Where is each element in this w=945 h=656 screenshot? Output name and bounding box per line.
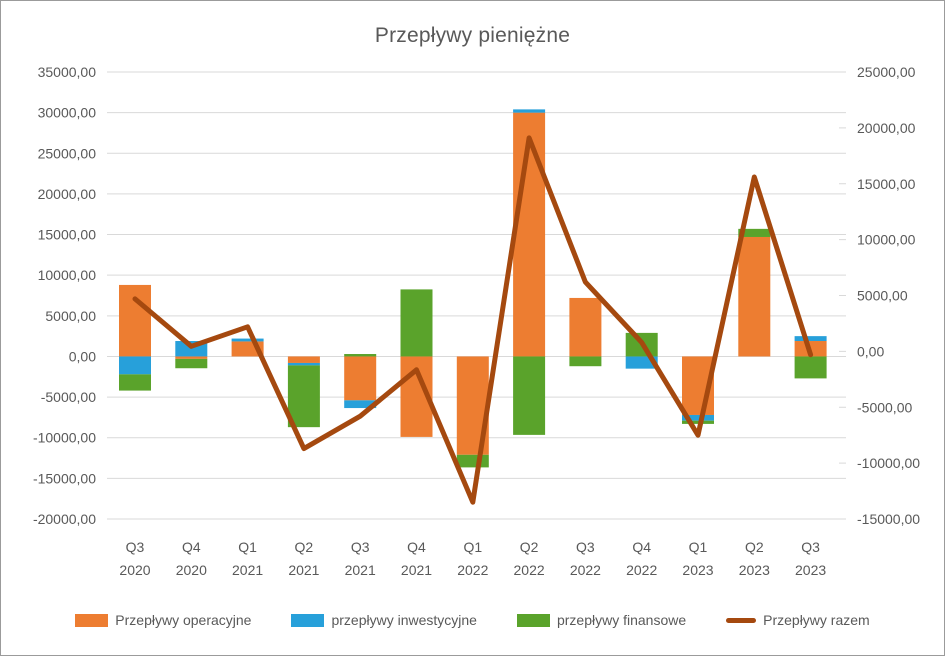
left-axis-tick-label: 15000,00 [38,227,97,243]
bar-segment [569,297,602,357]
category-label: 2023 [795,562,826,578]
right-axis-tick-label: 15000,00 [857,176,916,192]
category-label: 2021 [232,562,263,578]
category-label: Q2 [295,539,314,555]
category-label: Q2 [520,539,539,555]
bar-segment [287,365,320,428]
category-label: Q4 [407,539,426,555]
category-label: Q3 [801,539,820,555]
legend-label-operacyjne: Przepływy operacyjne [115,612,252,628]
category-label: 2022 [514,562,545,578]
bar-segment [513,109,546,113]
bar-segment [456,454,489,468]
left-axis-tick-label: 10000,00 [38,267,97,283]
bar-segment [287,362,320,366]
category-label: Q2 [745,539,764,555]
bar-segment [794,356,827,379]
operacyjne-swatch-icon [75,613,109,627]
bar-segment [513,356,546,435]
bar-segment [175,358,208,369]
bar-segment [119,356,151,375]
bar-segment [344,356,377,401]
left-axis-tick-label: -10000,00 [33,430,96,446]
left-axis-tick-label: 5000,00 [45,308,96,324]
category-label: 2020 [119,562,150,578]
category-label: Q3 [576,539,595,555]
legend-item-razem: Przepływy razem [726,612,870,628]
right-axis-tick-label: -10000,00 [857,455,920,471]
right-axis-tick-label: 5000,00 [857,288,908,304]
category-label: 2021 [401,562,432,578]
category-label: 2021 [288,562,319,578]
bar-segment [794,336,827,342]
category-label: 2021 [345,562,376,578]
category-label: 2022 [570,562,601,578]
legend-item-operacyjne: Przepływy operacyjne [75,612,251,628]
category-label: 2023 [739,562,770,578]
left-axis-tick-label: 35000,00 [38,64,97,80]
category-label: 2022 [457,562,488,578]
category-label: Q4 [632,539,651,555]
category-label: Q4 [182,539,201,555]
bar-segment [682,414,714,421]
category-label: Q1 [463,539,482,555]
bar-segment [231,338,264,342]
category-label: Q3 [126,539,145,555]
left-axis-tick-label: -15000,00 [33,470,96,486]
right-axis-tick-label: -5000,00 [857,399,912,415]
left-axis-tick-label: -20000,00 [33,511,96,527]
bar-segment [569,356,602,367]
right-axis-tick-label: 10000,00 [857,232,916,248]
right-axis-tick-label: 0,00 [857,343,884,359]
category-label: 2022 [626,562,657,578]
left-axis-tick-label: -5000,00 [41,389,96,405]
bar-segment [738,228,771,237]
right-axis-tick-label: 25000,00 [857,64,916,80]
right-axis-tick-label: -15000,00 [857,511,920,527]
razem-line-swatch-icon [726,617,757,623]
inwestycyjne-swatch-icon [291,613,325,627]
left-axis-tick-label: 30000,00 [38,105,97,121]
category-label: 2020 [176,562,207,578]
bar-segment [175,356,208,359]
left-axis-tick-label: 0,00 [69,348,96,364]
category-label: Q1 [238,539,257,555]
legend-item-finansowe: przepływy finansowe [516,612,687,628]
chart-title: Przepływy pieniężne [374,24,571,47]
bar-segment [119,284,151,357]
bar-segment [738,236,771,357]
bar-segment [119,374,151,391]
legend-label-finansowe: przepływy finansowe [556,612,687,628]
category-label: Q3 [351,539,370,555]
bar-segment [344,400,377,409]
category-label: 2023 [682,562,713,578]
bar-segment [682,420,714,424]
total-line [132,135,814,505]
finansowe-swatch-icon [516,613,550,627]
bar-segment [400,289,433,357]
legend-label-inwestycyjne: przepływy inwestycyjne [331,612,477,628]
left-axis-tick-label: 25000,00 [38,145,97,161]
left-axis-tick-label: 20000,00 [38,186,97,202]
legend-item-inwestycyjne: przepływy inwestycyjne [291,612,477,628]
bar-segment [287,356,320,363]
right-axis-tick-label: 20000,00 [857,120,916,136]
legend: Przepływy operacyjne przepływy inwestycy… [1,612,944,628]
bar-segment [344,354,377,357]
legend-label-razem: Przepływy razem [763,612,870,628]
category-label: Q1 [689,539,708,555]
